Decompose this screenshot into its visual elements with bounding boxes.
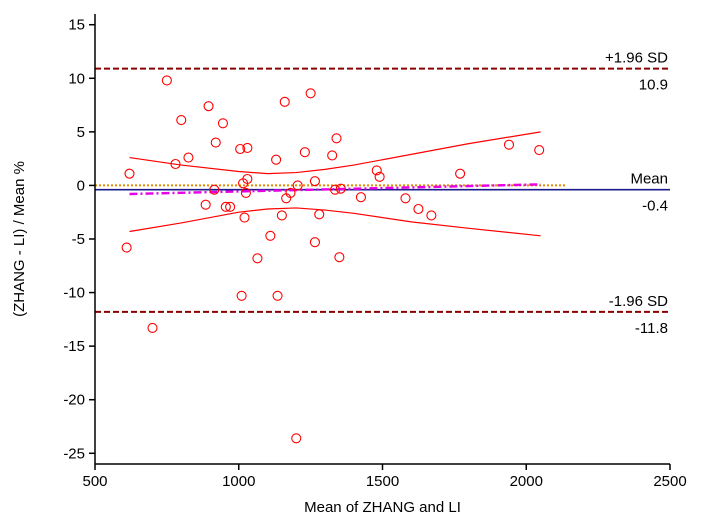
data-point [309,237,320,248]
data-point [285,187,296,198]
data-point [203,101,214,112]
data-point [355,192,366,203]
upper-confidence-curve [129,131,541,175]
mean-label: Mean [630,171,668,188]
upper-loa-value: 10.9 [639,77,668,94]
confidence-band-layer [129,131,541,237]
data-point [272,290,283,301]
y-tick-label: -25 [63,445,85,462]
regression-line [129,183,541,196]
data-point [225,201,236,212]
data-point [305,88,316,99]
x-tick-label: 500 [82,473,107,490]
lower-loa-label: -1.96 SD [609,293,668,310]
reference-lines-layer [95,67,670,313]
y-tick-label: 10 [68,70,85,87]
y-tick-label: -5 [72,231,85,248]
y-tick-label: -15 [63,338,85,355]
data-point [161,75,172,86]
data-point [299,147,310,158]
data-point [209,184,220,195]
lower-confidence-curve [129,207,541,237]
data-point [240,187,251,198]
data-point [334,252,345,263]
y-tick-label: 0 [77,177,85,194]
upper-loa-label: +1.96 SD [605,50,668,67]
x-tick-label: 2000 [510,473,543,490]
y-axis-title: (ZHANG - LI) / Mean % [11,161,28,317]
axes [94,14,670,465]
data-point [314,209,325,220]
data-point [279,96,290,107]
data-point [534,145,545,156]
lower-loa-value: -11.8 [635,320,668,337]
data-point [413,203,424,215]
data-point [309,176,320,187]
x-axis-title: Mean of ZHANG and LI [304,499,461,516]
data-point [335,183,346,194]
data-point [426,210,437,221]
data-point [121,242,132,253]
data-point [242,142,253,153]
data-point [236,290,247,301]
data-point [327,150,338,161]
data-point [265,230,276,241]
data-point [292,180,303,191]
y-tick-label: 15 [68,17,85,34]
data-point [371,165,382,176]
data-point [183,152,194,163]
x-tick-label: 1500 [366,473,399,490]
data-point [124,168,135,179]
y-tick-label: -10 [63,285,85,302]
data-point [239,212,250,223]
data-point [400,193,411,204]
data-point [455,168,466,179]
mean-value: -0.4 [642,198,668,215]
data-point [235,143,246,155]
data-point [271,154,282,165]
data-point [170,158,181,170]
data-point [331,133,342,144]
data-point [291,433,302,444]
data-point [330,184,341,195]
data-point [242,173,253,185]
data-point [220,201,231,212]
data-point [176,115,187,126]
data-point [210,137,221,148]
y-tick-label: -20 [63,392,85,409]
y-tick-label: 5 [77,124,85,141]
reference-labels: +1.96 SD 10.9 Mean -0.4 -1.96 SD -11.8 [605,50,668,337]
data-point [503,139,515,150]
data-point [147,322,158,333]
data-point [200,199,211,210]
data-point [276,210,287,221]
axis-ticks: 500 1000 1500 2000 2500 15 10 5 0 -5 -10 -15 -20 -25 [63,17,686,490]
x-tick-label: 2500 [653,473,686,490]
data-point [374,171,385,182]
data-point [217,118,228,129]
data-points-layer [121,75,545,444]
data-point [252,253,263,264]
x-tick-label: 1000 [222,473,255,490]
